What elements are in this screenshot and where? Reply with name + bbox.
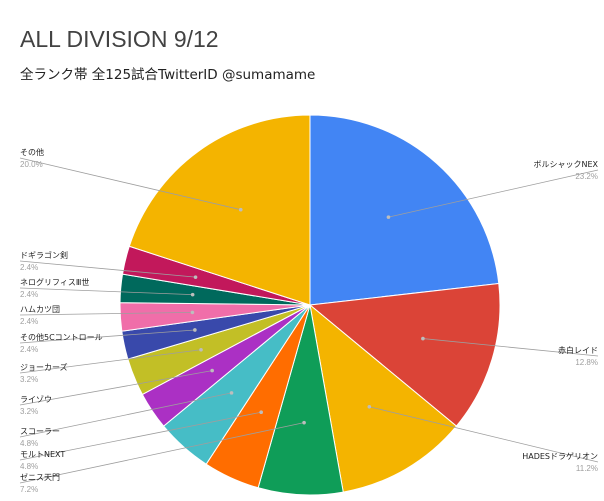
chart-subtitle: 全ランク帯 全125試合TwitterID @sumamame [20,67,316,83]
slice-label-group: モルトNEXT 4.8% [19,410,263,471]
slice-label-value: 11.2% [576,464,598,473]
leader-dot [367,404,372,409]
leader-line [19,329,195,344]
leader-dot [190,292,195,297]
slice-label-group: ゼニス天門 7.2% [19,420,306,494]
leader-dot [193,328,197,332]
leader-line [19,311,193,316]
slice-label-name: ジョーカーズ [20,362,68,372]
slice-label-group: ジョーカーズ 3.2% [19,347,203,384]
slice-13 [128,114,311,306]
leader-dot [199,347,203,352]
slice-label-name: ゼニス天門 [20,472,60,482]
leader-line [19,157,241,211]
leader-dot [386,215,391,219]
leader-line [388,169,599,218]
leader-dot [193,275,198,279]
slice-label-name: ハムカツ団 [20,305,60,314]
slice-label-value: 2.4% [20,345,38,354]
slice-label-name: モルトNEXT [20,450,65,459]
slice-label-group: その他5Cコントロール 2.4% [19,328,197,354]
slice-label-name: 赤白レイド [558,345,598,355]
leader-line [422,338,599,357]
leader-line [19,392,232,438]
slice-label-value: 2.4% [20,290,38,299]
slice-label-value: 4.8% [20,462,38,471]
slice-label-group: 赤白レイド 12.8% [421,336,599,367]
slice-label-value: 2.4% [20,263,38,272]
slice-1 [309,114,500,306]
slice-label-group: スコーラー 4.8% [19,391,234,448]
slice-label-value: 7.2% [20,485,38,494]
slice-label-group: ボルシャックNEX 23.2% [386,160,599,219]
slice-label-name: スコーラー [20,427,60,436]
slice-label-group: HADESドラゲリオン 11.2% [367,404,599,473]
slice-label-group: ライゾウ 3.2% [19,368,214,416]
slice-label-name: その他 [20,147,44,157]
slice-label-name: ネログリフィスⅢ世 [20,277,89,287]
pie-labels: ボルシャックNEX 23.2% 赤白レイド 12.8% HADESドラゲリオン 11.2%… [19,147,599,494]
slice-label-value: 3.2% [20,375,38,384]
slice-label-value: 20.0% [20,160,43,169]
leader-dot [238,207,243,212]
slice-label-value: 23.2% [575,172,598,181]
slice-label-value: 4.8% [20,439,38,448]
slice-label-name: ボルシャックNEX [533,160,598,169]
slice-label-name: ライゾウ [20,395,52,404]
leader-line [369,406,599,463]
leader-dot [421,336,425,341]
leader-line [19,260,196,278]
chart-title: ALL DIVISION 9/12 [20,26,219,52]
slice-label-value: 12.8% [575,358,598,367]
leader-line [19,287,193,296]
slice-label-group: ドギラゴン剣 2.4% [19,250,198,279]
leader-line [19,422,305,484]
leader-dot [259,410,263,415]
pie-slices [119,114,501,496]
leader-dot [210,368,214,373]
leader-dot [190,310,195,315]
slice-label-name: ドギラゴン剣 [20,250,68,260]
slice-label-name: その他5Cコントロール [20,332,103,342]
leader-line [19,349,202,374]
slice-label-value: 3.2% [20,407,38,416]
leader-dot [229,391,234,395]
leader-line [19,370,213,406]
slice-label-name: HADESドラゲリオン [522,451,598,461]
leader-line [19,411,262,461]
slice-2 [308,283,501,427]
leader-dot [302,420,306,425]
slice-label-group: その他 20.0% [19,147,243,212]
slice-label-value: 2.4% [20,317,38,326]
slice-3 [309,303,458,493]
slice-label-group: ハムカツ団 2.4% [19,305,195,326]
slice-label-group: ネログリフィスⅢ世 2.4% [19,277,195,299]
